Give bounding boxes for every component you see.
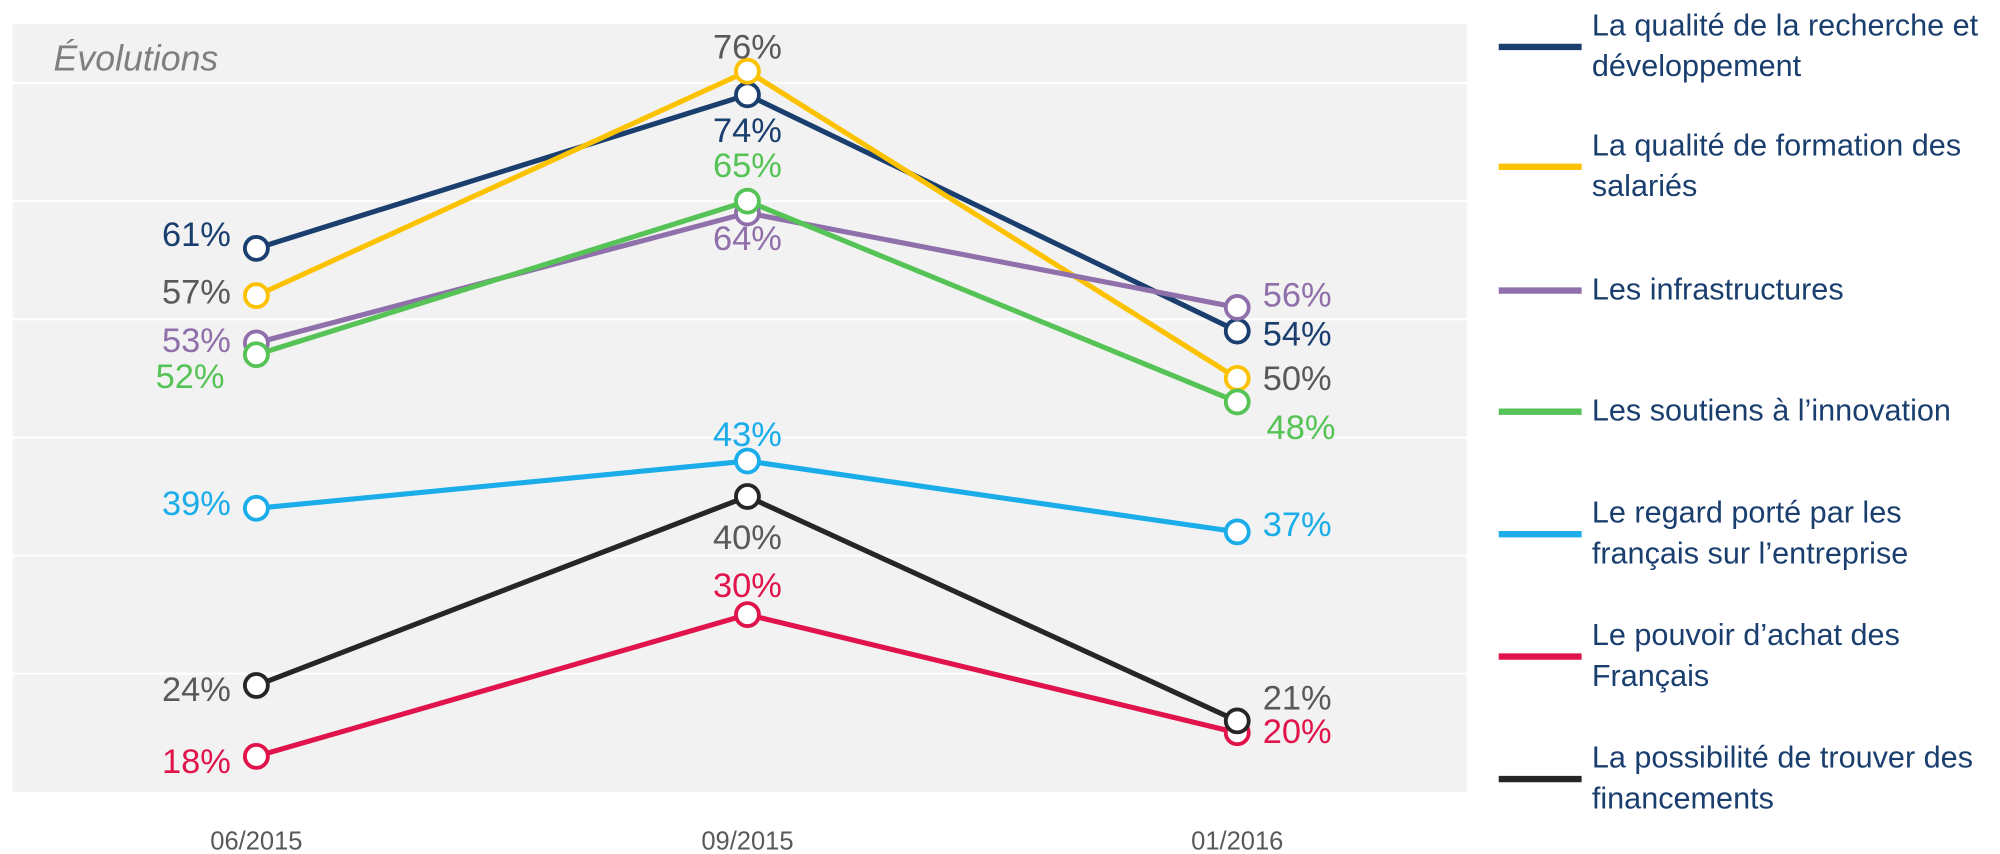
- data-label: 65%: [713, 147, 782, 185]
- legend-item: La possibilité de trouver des financemen…: [1591, 740, 1974, 817]
- data-label: 56%: [1263, 276, 1332, 314]
- plot-area: [12, 23, 1467, 792]
- x-tick-label: 01/2016: [1191, 828, 1283, 854]
- x-tick-label: 09/2015: [701, 828, 793, 854]
- data-label: 54%: [1263, 315, 1332, 353]
- legend-label: Le regard porté par les français sur l’e…: [1591, 495, 1909, 572]
- legend-item: La qualité de formation des salariés: [1591, 128, 1962, 204]
- data-point: [242, 341, 270, 369]
- data-point: [242, 494, 270, 522]
- chart-title: Évolutions: [54, 38, 219, 78]
- data-point: [242, 742, 270, 770]
- data-label: 37%: [1263, 506, 1332, 544]
- legend-item: Le pouvoir d’achat des Français: [1591, 618, 1900, 694]
- data-point: [734, 187, 761, 215]
- data-label: 74%: [713, 112, 782, 150]
- data-point: [1223, 317, 1251, 345]
- legend-label: La possibilité de trouver des financemen…: [1591, 740, 1974, 817]
- data-point: [734, 601, 761, 628]
- data-label: 39%: [162, 485, 231, 523]
- data-label: 57%: [162, 273, 231, 311]
- legend-label: La qualité de formation des salariés: [1591, 128, 1962, 204]
- data-label: 21%: [1263, 680, 1332, 718]
- data-label: 24%: [162, 671, 231, 709]
- data-point: [734, 447, 761, 475]
- data-label: 18%: [162, 743, 231, 781]
- data-point: [1223, 364, 1251, 392]
- data-label: 40%: [713, 519, 782, 557]
- data-label: 64%: [713, 220, 782, 258]
- data-point: [242, 282, 270, 310]
- data-label: 61%: [162, 216, 231, 254]
- legend-item: Le regard porté par les français sur l’e…: [1591, 495, 1909, 572]
- legend-label: Les infrastructures: [1591, 272, 1844, 308]
- data-label: 50%: [1263, 360, 1332, 398]
- legend-item: La qualité de la recherche et développem…: [1591, 8, 1979, 84]
- data-point: [1223, 388, 1251, 416]
- legend-item: Les soutiens à l’innovation: [1591, 393, 1951, 429]
- legend-label: Le pouvoir d’achat des Français: [1591, 618, 1900, 694]
- data-label: 53%: [162, 322, 231, 360]
- data-label: 52%: [156, 358, 225, 396]
- legend-item: Les infrastructures: [1591, 272, 1844, 308]
- data-point: [734, 81, 761, 109]
- data-point: [734, 483, 761, 510]
- data-label: 43%: [713, 416, 782, 454]
- data-point: [1223, 518, 1251, 546]
- x-tick-label: 06/2015: [210, 828, 302, 854]
- data-label: 30%: [713, 567, 782, 605]
- data-point: [734, 57, 761, 85]
- data-point: [242, 234, 270, 262]
- data-label: 20%: [1263, 713, 1332, 751]
- data-label: 76%: [713, 29, 782, 67]
- data-point: [1223, 294, 1251, 321]
- data-point: [242, 672, 270, 699]
- data-label: 48%: [1267, 409, 1336, 447]
- legend-label: Les soutiens à l’innovation: [1591, 393, 1951, 429]
- legend-label: La qualité de la recherche et développem…: [1591, 8, 1979, 84]
- data-point: [1223, 707, 1251, 735]
